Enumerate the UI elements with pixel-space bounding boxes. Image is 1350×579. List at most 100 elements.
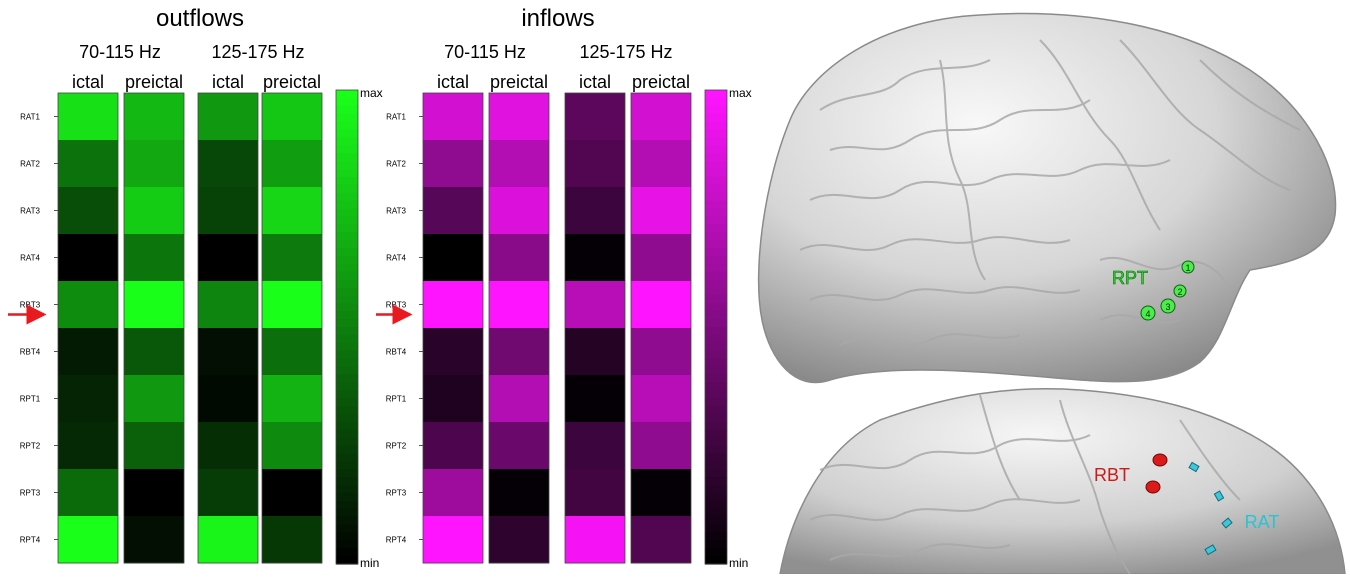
inflows-title: inflows [521, 5, 594, 32]
rpt-contact-2: 2 [1173, 284, 1187, 298]
rat-contact [1204, 544, 1217, 556]
heatmap-cell [124, 328, 184, 376]
inflows-band-1: 70-115 Hz [444, 42, 526, 62]
colorbar-segment [336, 461, 358, 470]
row-label: RAT3 [20, 207, 40, 216]
heatmap-cell [58, 469, 118, 517]
colorbar-segment [705, 113, 727, 123]
row-label: RPT1 [20, 395, 41, 404]
colorbar-segment [705, 303, 727, 312]
colorbar-segment [336, 548, 358, 557]
heatmap-cell [423, 187, 483, 235]
colorbar-segment [705, 532, 727, 541]
inflows-heatmap: ictal preictal ictal preictal RAT1 RAT2 RAT3 RA… [376, 72, 752, 570]
colorbar-segment [336, 492, 358, 502]
colorbar-segment [705, 469, 727, 478]
colorbar-segment [336, 200, 358, 210]
colorbar-segment [705, 508, 727, 518]
colorbar-segment [705, 224, 727, 233]
colorbar-segment [705, 406, 727, 415]
colorbar-segment [336, 192, 358, 202]
heatmap-cell [565, 234, 625, 282]
heatmap-cell [423, 469, 483, 517]
colorbar-segment [336, 516, 358, 526]
colorbar-segment [705, 279, 727, 289]
rat-contact [1221, 517, 1233, 529]
column-label: preictal [490, 72, 548, 92]
colorbar-segment [705, 105, 727, 115]
heatmap-cell [565, 187, 625, 235]
colorbar-segment [336, 429, 358, 439]
colorbar-segment [336, 421, 358, 431]
heatmap-cell [124, 234, 184, 282]
colorbar-segment [336, 311, 358, 320]
colorbar-segment [705, 398, 727, 407]
colorbar-segment [705, 271, 727, 281]
lower-brain-gyri [809, 394, 1241, 575]
heatmap-cell [631, 375, 691, 423]
colorbar-segment [336, 232, 358, 241]
colorbar-segment [336, 161, 358, 170]
rat-label: RAT [1245, 512, 1280, 532]
rat-contact [1188, 461, 1200, 473]
column-frame [422, 92, 484, 564]
heatmap-cell [198, 234, 258, 282]
heatmap-cell [489, 234, 549, 282]
outflows-band-2: 125-175 Hz [211, 42, 304, 62]
colorbar-segment [705, 540, 727, 549]
outflows-title: outflows [156, 5, 244, 32]
heatmap-cell [58, 422, 118, 470]
heatmap-cell [262, 469, 322, 517]
heatmap-cell [58, 234, 118, 282]
row-label: RBT3 [386, 301, 407, 310]
colorbar-min-label: min [729, 556, 748, 570]
colorbar-segment [336, 358, 358, 368]
colorbar-segment [336, 374, 358, 383]
colorbar-min-label: min [360, 556, 379, 570]
heatmap-cell [631, 281, 691, 329]
colorbar-segment [336, 208, 358, 217]
colorbar-segment [336, 105, 358, 115]
rat-contact [1213, 490, 1225, 502]
heatmap-cell [565, 281, 625, 329]
column-label: preictal [632, 72, 690, 92]
row-label: RAT2 [386, 160, 406, 169]
heatmap-cell [565, 328, 625, 376]
colorbar-segment [705, 311, 727, 320]
colorbar-segment [336, 500, 358, 510]
heatmap-cell [489, 375, 549, 423]
heatmap-cell [58, 281, 118, 329]
colorbar-max-label: max [360, 86, 383, 100]
heatmap-cell [124, 422, 184, 470]
upper-brain-surface [757, 12, 1337, 384]
heatmap-cell [489, 281, 549, 329]
colorbar-segment [705, 263, 727, 273]
colorbar-segment [336, 255, 358, 265]
heatmap-cell [124, 187, 184, 235]
colorbar-segment [705, 421, 727, 431]
row-label: RAT2 [20, 160, 40, 169]
colorbar-segment [705, 445, 727, 454]
colorbar-segment [336, 129, 358, 138]
column-frame [564, 92, 626, 564]
colorbar-segment [705, 437, 727, 447]
colorbar-segment [336, 406, 358, 415]
colorbar-segment [705, 208, 727, 217]
rpt-contact-1: 1 [1181, 260, 1195, 274]
row-label: RPT4 [386, 536, 407, 545]
heatmap-cell [565, 140, 625, 188]
heatmap-cell [262, 140, 322, 188]
colorbar-segment [705, 429, 727, 439]
colorbar-segment [705, 137, 727, 146]
heatmap-cell [423, 516, 483, 564]
colorbar-segment [705, 461, 727, 470]
heatmap-cell [489, 328, 549, 376]
colorbar-segment [705, 184, 727, 194]
column-frame [57, 92, 119, 564]
colorbar-segment [705, 500, 727, 510]
colorbar-segment [336, 176, 358, 186]
upper-brain: RPT 1 2 3 4 [757, 12, 1337, 384]
upper-brain-gyri [799, 39, 1301, 346]
colorbar-segment [705, 548, 727, 557]
colorbar-segment [336, 342, 358, 352]
